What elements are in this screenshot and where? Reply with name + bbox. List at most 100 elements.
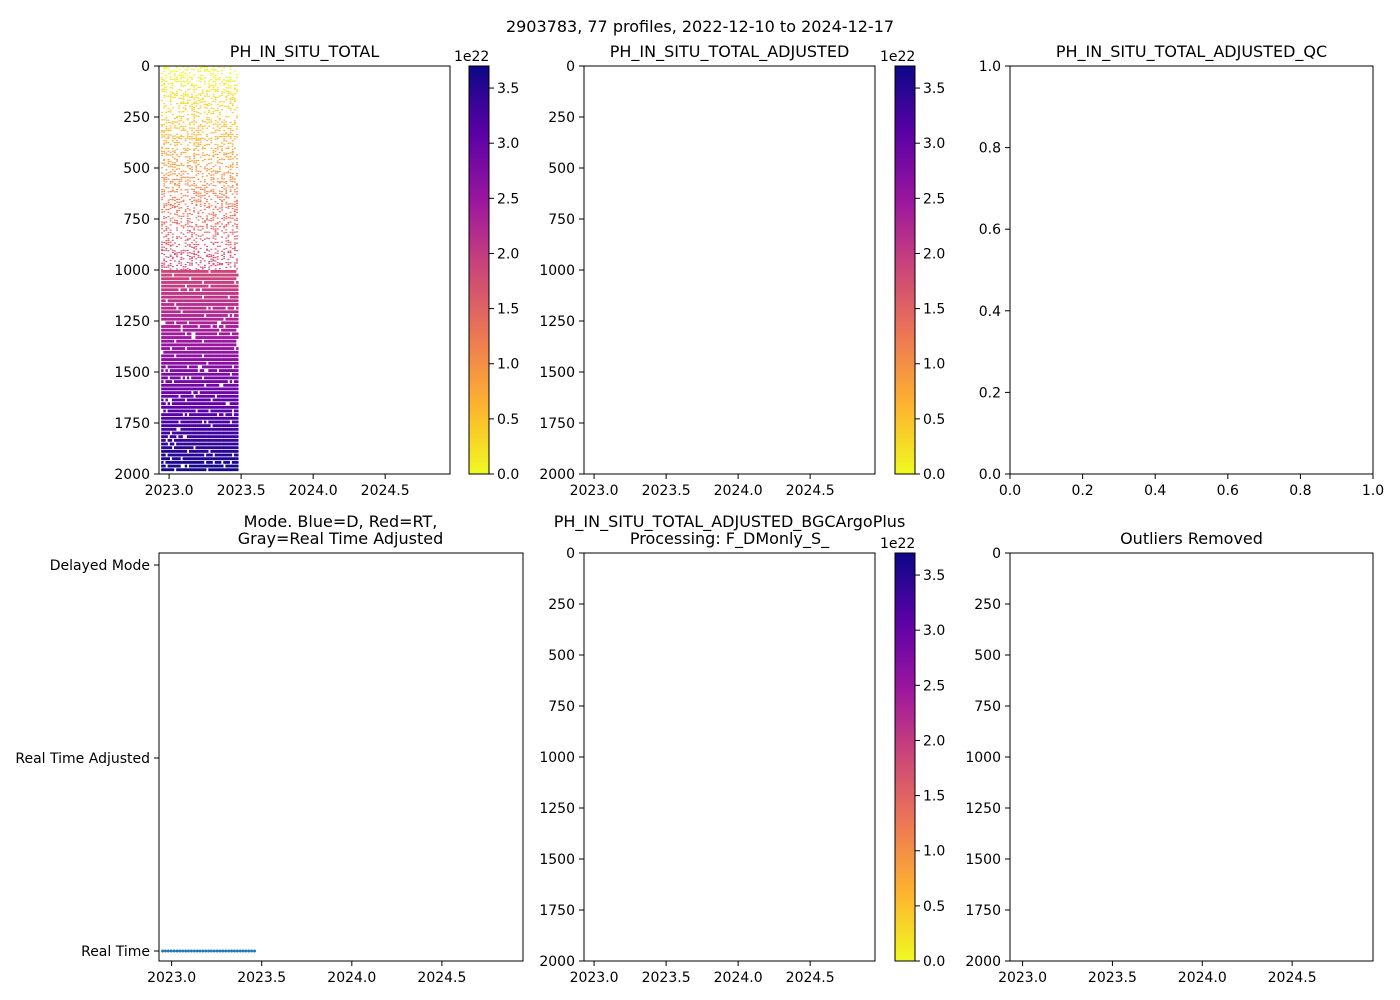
heatmap-cell (225, 332, 228, 336)
heatmap-cell (218, 123, 221, 125)
heatmap-cell (197, 125, 200, 127)
heatmap-cell (169, 207, 172, 210)
heatmap-cell (161, 189, 163, 191)
heatmap-cell (206, 325, 209, 328)
heatmap-cell (206, 453, 209, 457)
heatmap-cell (201, 457, 205, 461)
heatmap-cell (223, 369, 226, 372)
mode-point (178, 949, 182, 953)
heatmap-cell (161, 191, 163, 193)
heatmap-cell (218, 416, 222, 420)
heatmap-cell (182, 460, 186, 464)
heatmap-cell (163, 266, 166, 268)
heatmap-cell (210, 402, 213, 406)
heatmap-cell (182, 427, 186, 431)
heatmap-cell (233, 284, 237, 288)
heatmap-cell (188, 317, 192, 321)
heatmap-cell (229, 176, 232, 178)
heatmap-cell (176, 127, 178, 129)
heatmap-cell (233, 249, 236, 251)
heatmap-cell (206, 231, 208, 233)
heatmap-cell (199, 113, 202, 115)
heatmap-cell (236, 225, 238, 227)
heatmap-cell (171, 372, 175, 376)
heatmap-cell (221, 416, 224, 420)
heatmap-cell (229, 125, 232, 127)
heatmap-cell (171, 190, 174, 192)
heatmap-cell (203, 158, 206, 161)
heatmap-cell (197, 295, 200, 299)
heatmap-cell (203, 154, 206, 156)
heatmap-cell (197, 129, 200, 131)
heatmap-cell (188, 435, 192, 439)
heatmap-cell (197, 149, 200, 151)
heatmap-cell (171, 140, 174, 142)
heatmap-cell (214, 241, 217, 244)
heatmap-cell (163, 435, 166, 439)
heatmap-cell (231, 193, 234, 195)
heatmap-cell (174, 144, 176, 146)
heatmap-cell (216, 438, 220, 442)
heatmap-cell (171, 189, 174, 191)
heatmap-cell (231, 391, 235, 395)
heatmap-cell (165, 243, 168, 245)
heatmap-cell (233, 231, 236, 233)
heatmap-cell (210, 464, 213, 468)
heatmap-cell (163, 66, 166, 68)
heatmap-cell (193, 88, 196, 90)
heatmap-cell (236, 202, 238, 205)
heatmap-cell (208, 453, 211, 457)
heatmap-cell (171, 79, 174, 81)
heatmap-cell (193, 420, 196, 424)
heatmap-cell (195, 273, 198, 277)
heatmap-cell (165, 119, 168, 121)
heatmap-cell (197, 226, 200, 228)
heatmap-cell (193, 372, 196, 376)
heatmap-cell (165, 295, 168, 299)
heatmap-cell (174, 183, 176, 185)
heatmap-cell (218, 402, 222, 406)
heatmap-cell (216, 446, 220, 450)
heatmap-cell (229, 72, 232, 74)
heatmap-cell (203, 83, 206, 85)
heatmap-cell (169, 166, 172, 168)
heatmap-cell (188, 245, 191, 247)
heatmap-cell (169, 229, 172, 231)
heatmap-cell (221, 376, 224, 380)
heatmap-cell (206, 127, 208, 129)
heatmap-cell (161, 241, 163, 243)
heatmap-cell (231, 248, 234, 250)
heatmap-cell (178, 464, 181, 468)
heatmap-cell (161, 266, 163, 268)
heatmap-cell (163, 343, 166, 347)
heatmap-cell (178, 107, 181, 109)
mode-point (209, 949, 213, 953)
heatmap-cell (169, 314, 173, 317)
heatmap-cell (169, 416, 173, 420)
heatmap-cell (221, 174, 223, 176)
y-tick-label: 750 (548, 212, 575, 228)
heatmap-cell (197, 442, 200, 446)
heatmap-cell (161, 435, 164, 439)
heatmap-cell (161, 223, 163, 225)
heatmap-cell (203, 387, 207, 391)
heatmap-cell (191, 281, 194, 284)
heatmap-cell (206, 227, 208, 229)
heatmap-cell (210, 139, 213, 142)
heatmap-cell (180, 343, 183, 347)
heatmap-cell (199, 409, 203, 413)
heatmap-cell (174, 402, 177, 406)
heatmap-cell (225, 231, 228, 234)
heatmap-cell (163, 358, 166, 361)
heatmap-cell (171, 251, 174, 253)
heatmap-cell (231, 158, 234, 160)
heatmap-cell (227, 222, 230, 224)
heatmap-cell (208, 402, 211, 406)
heatmap-cell (182, 95, 185, 97)
heatmap-cell (201, 398, 205, 402)
heatmap-cell (231, 369, 235, 372)
heatmap-cell (212, 208, 215, 211)
heatmap-cell (184, 273, 188, 277)
heatmap-cell (161, 262, 163, 264)
heatmap-cell (178, 369, 181, 372)
